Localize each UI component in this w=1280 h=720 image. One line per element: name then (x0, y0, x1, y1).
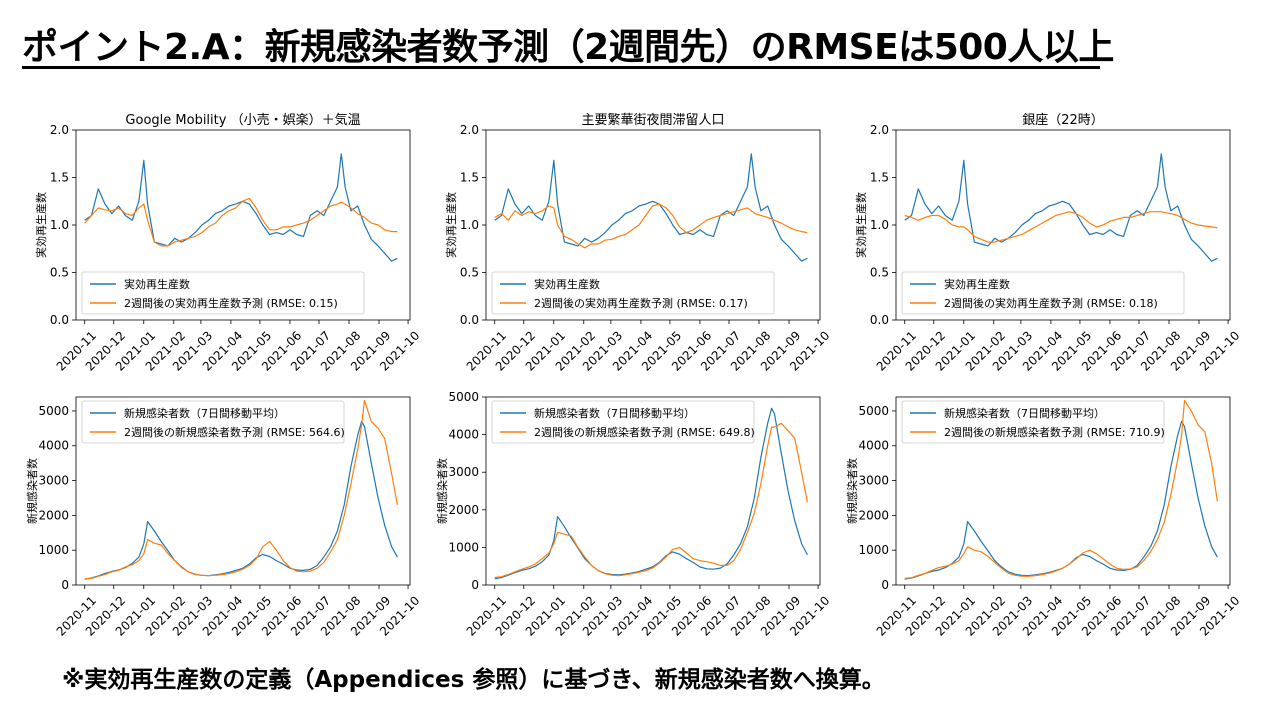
chart-reproduction-number-ginza: 銀座（22時）0.00.51.01.52.0実効再生産数2020-112020-… (854, 113, 1240, 374)
chart-panel: 0 1000 2000 3000 4000 5000 新規感染者数 2020-11 2020-1… (410, 385, 830, 655)
y-tick-label: 3000 (858, 474, 889, 488)
legend-box (491, 400, 755, 444)
chart-panel: 0 1000 2000 3000 4000 5000 新規感染者数 2020-11 2020-1… (0, 385, 420, 655)
legend-label: 2週間後の新規感染者数予測 (RMSE: 649.8) (534, 425, 755, 439)
y-tick-label: 4000 (38, 439, 69, 453)
legend-box (491, 271, 775, 315)
chart-panel: Google Mobility （小売・娯楽）＋気温 0.0 0.5 1.0 1.5 2.… (0, 108, 420, 390)
chart-title: 銀座（22時） (1022, 113, 1104, 128)
y-tick-label: 4000 (448, 428, 479, 442)
y-tick-label: 0 (881, 578, 889, 592)
chart-panel: 主要繁華街夜間滞留人口 0.0 0.5 1.0 1.5 2.0 実効再生産数 2020-11 2… (410, 108, 830, 390)
y-tick-label: 2.0 (50, 123, 69, 137)
legend-label: 2週間後の実効再生産数予測 (RMSE: 0.18) (944, 296, 1158, 310)
y-axis-label: 新規感染者数 (845, 458, 859, 524)
y-tick-label: 1.0 (870, 218, 889, 232)
series-line-actual (84, 420, 398, 580)
y-tick-label: 2.0 (460, 123, 479, 137)
chart-new-cases-ginza: 010002000300040005000新規感染者数2020-112020-1… (845, 396, 1240, 639)
y-axis-label: 実効再生産数 (34, 192, 48, 258)
chart-new-cases-nightlife: 010002000300040005000新規感染者数2020-112020-1… (435, 390, 830, 639)
legend-label: 実効再生産数 (534, 277, 600, 291)
y-tick-label: 2000 (38, 508, 69, 522)
legend-box (81, 271, 365, 315)
series-line-forecast (494, 203, 808, 249)
series-line-forecast (494, 422, 808, 579)
y-tick-label: 0.0 (870, 313, 889, 327)
y-tick-label: 0.0 (50, 313, 69, 327)
y-tick-label: 1.0 (50, 218, 69, 232)
legend-label: 新規感染者数（7日間移動平均） (124, 406, 285, 420)
legend-label: 2週間後の実効再生産数予測 (RMSE: 0.17) (534, 296, 748, 310)
y-tick-label: 2.0 (870, 123, 889, 137)
legend-label: 新規感染者数（7日間移動平均） (944, 406, 1105, 420)
series-line-forecast (84, 197, 398, 247)
y-tick-label: 1000 (448, 540, 479, 554)
y-tick-label: 1000 (38, 543, 69, 557)
series-line-forecast (904, 211, 1218, 243)
y-tick-label: 0 (471, 578, 479, 592)
chart-title: 主要繁華街夜間滞留人口 (581, 112, 724, 128)
legend-box (901, 271, 1185, 315)
y-axis-label: 新規感染者数 (25, 458, 39, 524)
y-axis-label: 実効再生産数 (444, 192, 458, 258)
y-tick-label: 1.5 (460, 171, 479, 185)
legend-label: 2週間後の実効再生産数予測 (RMSE: 0.15) (124, 296, 338, 310)
series-line-actual (494, 153, 808, 262)
legend-label: 2週間後の新規感染者数予測 (RMSE: 710.9) (944, 425, 1165, 439)
series-line-actual (904, 153, 1218, 262)
legend-label: 2週間後の新規感染者数予測 (RMSE: 564.6) (124, 425, 345, 439)
y-axis-label: 実効再生産数 (854, 192, 868, 258)
y-tick-label: 0 (61, 578, 69, 592)
chart-new-cases-google-mobility: 010002000300040005000新規感染者数2020-112020-1… (25, 396, 420, 639)
y-tick-label: 0.5 (460, 266, 479, 280)
y-tick-label: 5000 (38, 404, 69, 418)
series-line-forecast (84, 399, 398, 580)
chart-title: Google Mobility （小売・娯楽）＋気温 (125, 112, 360, 128)
legend-label: 実効再生産数 (124, 277, 190, 291)
legend-label: 新規感染者数（7日間移動平均） (534, 406, 695, 420)
y-tick-label: 1000 (858, 543, 889, 557)
chart-reproduction-number-google-mobility: Google Mobility （小売・娯楽）＋気温 0.0 0.5 1.0 1.5 2.… (34, 112, 420, 374)
y-tick-label: 5000 (448, 390, 479, 404)
legend-label: 実効再生産数 (944, 277, 1010, 291)
series-line-actual (494, 407, 808, 580)
y-tick-label: 0.5 (50, 266, 69, 280)
y-axis-label: 新規感染者数 (435, 458, 449, 524)
series-line-forecast (904, 399, 1218, 579)
footnote: ※実効再生産数の定義（Appendices 参照）に基づき、新規感染者数へ換算。 (62, 667, 885, 693)
title-underline (22, 66, 1100, 69)
legend-box (81, 400, 345, 444)
legend-box (901, 400, 1165, 444)
y-tick-label: 5000 (858, 404, 889, 418)
y-tick-label: 0.5 (870, 266, 889, 280)
y-tick-label: 3000 (38, 474, 69, 488)
y-tick-label: 1.5 (870, 171, 889, 185)
y-tick-label: 1.5 (50, 171, 69, 185)
page-title: ポイント2.A：新規感染者数予測（2週間先）のRMSEは500人以上 (22, 27, 1114, 68)
chart-panel: 銀座（22時） 0.0 0.5 1.0 1.5 2.0 実効再生産数 2020-11 2020-… (820, 108, 1240, 390)
y-tick-label: 3000 (448, 465, 479, 479)
y-tick-label: 2000 (448, 503, 479, 517)
y-tick-label: 1.0 (460, 218, 479, 232)
chart-panel: 0 1000 2000 3000 4000 5000 新規感染者数 2020-11 2020-1… (820, 385, 1240, 655)
y-tick-label: 4000 (858, 439, 889, 453)
y-tick-label: 2000 (858, 508, 889, 522)
y-tick-label: 0.0 (460, 313, 479, 327)
chart-reproduction-number-nightlife: 主要繁華街夜間滞留人口0.00.51.01.52.0実効再生産数2020-112… (444, 112, 830, 374)
